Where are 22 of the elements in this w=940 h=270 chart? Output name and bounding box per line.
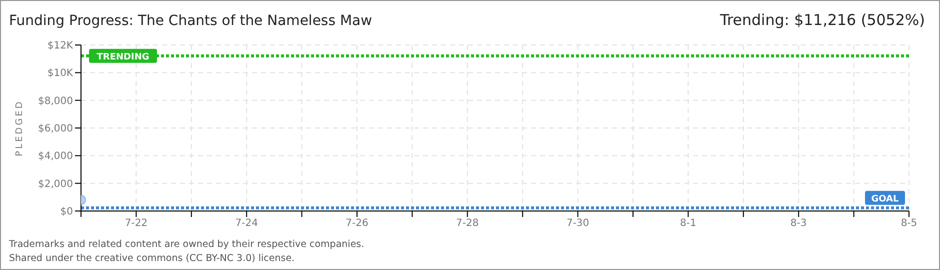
text: Shared under the creative commons (CC BY-NC 3.0) license. (9, 252, 296, 266)
ref-line-label: GOAL (871, 194, 900, 204)
x-tick-label: 7-22 (124, 218, 148, 230)
y-tick-label: $8,000 (38, 96, 73, 107)
x-tick-label: 8-5 (900, 218, 918, 230)
x-tick-label: 7-24 (235, 218, 258, 230)
y-tick-label: $0 (60, 206, 73, 218)
x-tick-label: 7-26 (346, 218, 368, 230)
y-tick-label: $6,000 (38, 124, 73, 135)
y-tick-label: $10K (47, 68, 74, 80)
chart-title: Funding Progress: The Chants of the Nameless Maw (9, 13, 372, 29)
y-tick-label: $4,000 (38, 151, 73, 162)
chart-subtitle: Trending: $11,216 (5052%) (720, 11, 925, 29)
x-tick-label: 7-30 (566, 218, 590, 230)
x-tick-label: 8-1 (680, 218, 696, 230)
y-tick-label: $12K (47, 40, 74, 52)
x-tick-label: 8-3 (790, 218, 807, 230)
ref-line-label: TRENDING (96, 52, 150, 62)
y-tick-label: $2,000 (38, 178, 73, 190)
text: Trademarks and related content are owned by their respective companies. (9, 238, 364, 252)
y-axis-title: PLEDGED (15, 100, 26, 156)
x-tick-label: 7-28 (456, 218, 479, 230)
